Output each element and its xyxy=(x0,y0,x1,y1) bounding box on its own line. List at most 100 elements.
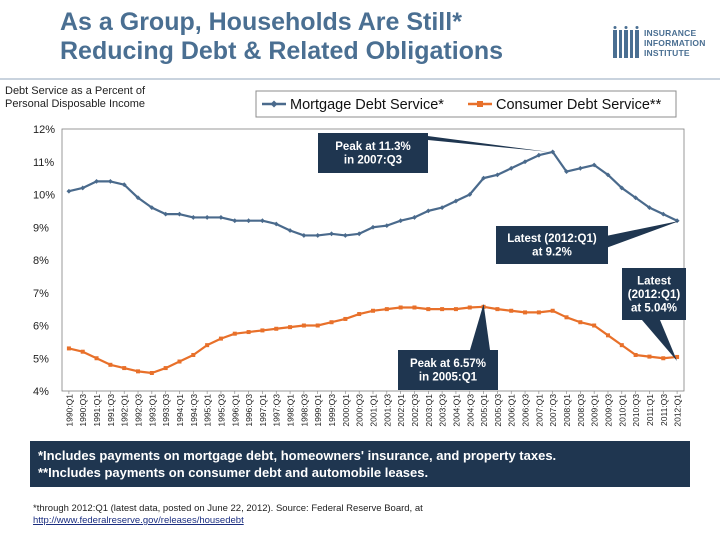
callout-box xyxy=(398,350,498,390)
x-tick-label: 1990:Q3 xyxy=(78,394,88,427)
mortgage-point xyxy=(121,182,127,188)
consumer-point xyxy=(592,323,597,328)
x-tick-label: 1995:Q1 xyxy=(203,394,213,427)
mortgage-point xyxy=(66,188,72,194)
callout-pointer xyxy=(470,303,490,350)
x-tick-label: 1998:Q3 xyxy=(299,394,309,427)
x-tick-label: 1997:Q1 xyxy=(258,394,268,427)
x-tick-label: 1995:Q3 xyxy=(216,394,226,427)
mortgage-point xyxy=(232,218,238,224)
x-tick-label: 1991:Q1 xyxy=(92,394,102,427)
x-tick-label: 2011:Q1 xyxy=(645,394,655,426)
consumer-point xyxy=(453,307,458,312)
x-tick-label: 2001:Q1 xyxy=(369,394,379,427)
mortgage-point xyxy=(398,218,404,224)
consumer-point xyxy=(536,310,541,315)
mortgage-point xyxy=(508,165,514,171)
footnote-line-2: **Includes payments on consumer debt and… xyxy=(38,465,429,480)
callout-text: in 2005:Q1 xyxy=(419,372,478,384)
y-tick-label: 10% xyxy=(33,190,55,202)
consumer-point xyxy=(647,354,652,359)
callout-text: Latest xyxy=(637,275,671,287)
callout-pointer xyxy=(642,320,678,361)
consumer-point xyxy=(357,312,362,317)
consumer-point xyxy=(315,323,320,328)
iii-logo: INSURANCE INFORMATION INSTITUTE xyxy=(612,26,712,66)
logo-line-3: INSTITUTE xyxy=(644,48,690,58)
callout-text: Peak at 11.3% xyxy=(335,141,410,153)
x-tick-label: 1992:Q1 xyxy=(120,394,130,427)
x-tick-label: 2008:Q1 xyxy=(562,394,572,427)
x-tick-label: 2007:Q1 xyxy=(534,394,544,427)
mortgage-point xyxy=(107,179,113,184)
x-tick-label: 1992:Q3 xyxy=(134,394,144,427)
callout-pointer xyxy=(405,133,549,152)
x-tick-label: 1990:Q1 xyxy=(64,394,74,427)
legend-mortgage-marker xyxy=(270,100,278,108)
footnote-banner: *Includes payments on mortgage debt, hom… xyxy=(30,441,690,487)
callout-box xyxy=(622,268,686,320)
x-tick-label: 2003:Q3 xyxy=(438,394,448,427)
consumer-point xyxy=(550,308,555,313)
y-tick-label: 8% xyxy=(33,255,49,267)
mortgage-point xyxy=(453,198,459,204)
mortgage-point xyxy=(342,233,348,238)
consumer-point xyxy=(274,326,279,331)
y-tick-label: 7% xyxy=(33,288,49,300)
mortgage-point xyxy=(425,208,431,214)
x-tick-label: 2001:Q3 xyxy=(382,394,392,427)
consumer-point xyxy=(232,331,237,336)
x-tick-label: 1993:Q3 xyxy=(161,394,171,427)
debt-service-chart: 4% 5% 6% 7% 8% 9% 10% 11% 12% 1990:Q1 1990:Q3 1991:… xyxy=(33,90,686,427)
consumer-point xyxy=(633,352,638,357)
y-tick-label: 11% xyxy=(33,157,54,169)
consumer-point xyxy=(66,346,71,351)
consumer-point xyxy=(619,343,624,348)
mortgage-point xyxy=(94,179,99,184)
x-tick-label: 2007:Q3 xyxy=(548,394,558,427)
consumer-point xyxy=(301,323,306,328)
x-tick-label: 1998:Q1 xyxy=(286,394,296,427)
consumer-point xyxy=(288,325,293,330)
footnote-line-1: *Includes payments on mortgage debt, hom… xyxy=(38,448,557,463)
mortgage-point xyxy=(80,185,86,191)
mortgage-point xyxy=(522,159,528,165)
mortgage-point xyxy=(273,221,279,227)
slide-title-line-1: As a Group, Households Are Still* xyxy=(60,8,462,36)
consumer-point xyxy=(108,362,113,367)
mortgage-point xyxy=(246,218,251,224)
mortgage-point xyxy=(218,215,224,220)
consumer-point xyxy=(523,310,528,315)
legend-mortgage-label: Mortgage Debt Service* xyxy=(290,97,444,113)
y-tick-label: 4% xyxy=(33,386,49,398)
mortgage-point xyxy=(467,192,473,197)
x-tick-label: 1994:Q3 xyxy=(189,394,199,427)
x-tick-label: 2010:Q1 xyxy=(617,394,627,427)
x-tick-label: 2011:Q3 xyxy=(659,394,669,426)
x-tick-label: 2000:Q3 xyxy=(355,394,365,427)
consumer-point xyxy=(191,352,196,357)
mortgage-point xyxy=(660,211,666,217)
mortgage-point xyxy=(149,205,155,210)
consumer-point xyxy=(564,315,569,320)
x-tick-label: 2012:Q1 xyxy=(673,394,683,427)
x-tick-label: 2008:Q3 xyxy=(576,394,586,427)
x-tick-label: 2009:Q1 xyxy=(590,394,600,427)
mortgage-point xyxy=(384,223,390,229)
x-tick-label: 2009:Q3 xyxy=(603,394,613,427)
y-axis-title: Debt Service as a Percent of Personal Di… xyxy=(5,85,145,111)
mortgage-point xyxy=(619,185,625,191)
y-axis-title-line-1: Debt Service as a Percent of xyxy=(5,85,146,97)
legend-consumer-marker xyxy=(477,101,483,107)
consumer-point xyxy=(467,305,472,310)
x-tick-label: 1994:Q1 xyxy=(175,394,185,427)
mortgage-point xyxy=(481,175,486,181)
consumer-point xyxy=(661,356,666,361)
x-tick-label: 2005:Q1 xyxy=(479,394,489,427)
x-tick-label: 2004:Q3 xyxy=(465,394,475,427)
mortgage-point xyxy=(577,165,583,171)
mortgage-point xyxy=(564,169,569,174)
source-link[interactable]: http://www.federalreserve.gov/releases/h… xyxy=(33,515,244,526)
consumer-point xyxy=(371,308,375,313)
callout-box xyxy=(496,226,608,264)
